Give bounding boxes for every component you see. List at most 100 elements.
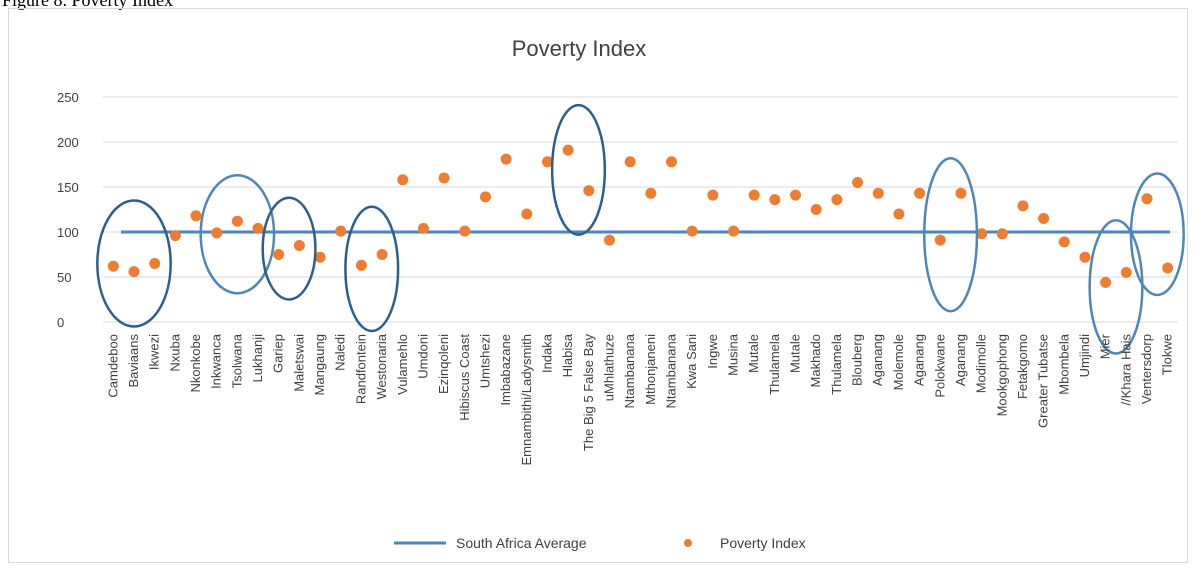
x-tick-label: Aganang bbox=[870, 334, 885, 386]
poverty-point bbox=[810, 204, 822, 215]
x-tick-label: Maletswai bbox=[291, 334, 306, 392]
poverty-point bbox=[686, 225, 698, 237]
y-tick-label: 200 bbox=[57, 135, 79, 150]
poverty-point bbox=[169, 230, 181, 242]
poverty-point bbox=[211, 227, 223, 239]
x-tick-label: Fetakgomo bbox=[1015, 334, 1030, 399]
poverty-point bbox=[231, 215, 243, 227]
chart-title: Poverty Index bbox=[512, 36, 647, 61]
x-tick-label: Ingwe bbox=[705, 334, 720, 369]
x-tick-label: Greater Tubatse bbox=[1036, 334, 1051, 428]
highlight-ellipse bbox=[199, 174, 276, 295]
x-tick-label: Umdoni bbox=[415, 334, 430, 379]
x-tick-label: Westonaria bbox=[374, 333, 389, 399]
x-tick-label: Thulamela bbox=[767, 333, 782, 394]
x-tick-label: Naledi bbox=[333, 334, 348, 371]
poverty-point bbox=[831, 194, 843, 206]
x-tick-label: Tlokwe bbox=[1160, 334, 1175, 375]
poverty-point bbox=[190, 210, 202, 222]
y-tick-label: 250 bbox=[57, 90, 79, 105]
poverty-point bbox=[417, 222, 429, 234]
poverty-point bbox=[397, 174, 409, 186]
poverty-point bbox=[728, 225, 740, 237]
highlight-ellipse bbox=[1129, 172, 1185, 297]
poverty-point bbox=[707, 189, 719, 201]
x-tick-label: Imbabazane bbox=[498, 334, 513, 406]
y-tick-label: 150 bbox=[57, 180, 79, 195]
poverty-point bbox=[996, 228, 1008, 240]
x-tick-label: Mier bbox=[1098, 333, 1113, 359]
poverty-point bbox=[314, 251, 326, 263]
x-tick-label: Gariep bbox=[271, 334, 286, 373]
x-tick-label: Blouberg bbox=[850, 334, 865, 386]
poverty-point bbox=[1141, 193, 1153, 205]
x-tick-label: Umtshezi bbox=[477, 334, 492, 388]
highlight-ellipses-layer bbox=[96, 103, 1185, 355]
legend: South Africa Average Poverty Index bbox=[394, 535, 806, 551]
x-tick-label: Aganang bbox=[912, 334, 927, 386]
poverty-point bbox=[273, 249, 285, 260]
poverty-point bbox=[521, 208, 533, 220]
x-tick-label: Mookgophong bbox=[994, 334, 1009, 416]
highlight-ellipse bbox=[344, 205, 400, 333]
x-tick-label: The Big 5 False Bay bbox=[581, 334, 596, 452]
x-tick-label: Makhado bbox=[808, 334, 823, 387]
poverty-point bbox=[252, 222, 264, 234]
y-axis-ticks: 0 50 100 150 200 250 bbox=[57, 90, 79, 330]
poverty-point bbox=[748, 189, 760, 201]
poverty-point bbox=[976, 228, 988, 240]
x-tick-label: Lukhanji bbox=[250, 334, 265, 383]
x-tick-label: Ntambanana bbox=[622, 333, 637, 408]
chart-frame bbox=[8, 8, 1188, 563]
y-tick-label: 0 bbox=[57, 315, 64, 330]
y-tick-label: 100 bbox=[57, 225, 79, 240]
x-tick-label: Nxuba bbox=[167, 333, 182, 371]
highlight-ellipse bbox=[261, 196, 317, 301]
x-tick-label: uMhlathuze bbox=[601, 334, 616, 401]
poverty-point bbox=[438, 172, 450, 184]
x-tick-label: Mutale bbox=[788, 334, 803, 373]
x-tick-label: Indaka bbox=[539, 333, 554, 373]
poverty-point bbox=[1120, 267, 1132, 278]
x-tick-label: Mthonjaneni bbox=[643, 334, 658, 405]
poverty-point bbox=[562, 144, 574, 156]
poverty-point bbox=[1058, 236, 1070, 248]
x-tick-label: Emnambithi/Ladysmith bbox=[519, 334, 534, 466]
highlight-ellipse bbox=[96, 199, 172, 328]
x-tick-label: Mbombela bbox=[1056, 333, 1071, 394]
highlight-ellipse bbox=[550, 103, 607, 236]
x-tick-label: Randfontein bbox=[353, 334, 368, 404]
poverty-point bbox=[769, 194, 781, 206]
legend-label-average: South Africa Average bbox=[456, 535, 587, 551]
x-tick-label: Polokwane bbox=[932, 334, 947, 398]
poverty-point bbox=[500, 153, 512, 165]
legend-dot-swatch bbox=[684, 539, 692, 547]
x-tick-label: Hibiscus Coast bbox=[457, 334, 472, 421]
x-tick-label: Camdeboo bbox=[105, 334, 120, 398]
highlight-ellipse bbox=[1088, 219, 1144, 355]
legend-label-poverty: Poverty Index bbox=[720, 535, 806, 551]
x-tick-label: Molemole bbox=[891, 334, 906, 390]
figure-caption: Figure 8. Poverty Index bbox=[2, 0, 173, 10]
x-tick-label: Ezinqoleni bbox=[436, 334, 451, 394]
poverty-point bbox=[479, 191, 491, 203]
x-tick-label: Aganang bbox=[953, 334, 968, 386]
poverty-point bbox=[934, 234, 946, 246]
poverty-point bbox=[666, 156, 678, 168]
x-tick-label: Modimolle bbox=[974, 334, 989, 393]
x-tick-label: //Khara Hais bbox=[1118, 334, 1133, 406]
poverty-point bbox=[128, 266, 140, 278]
poverty-point bbox=[583, 185, 595, 197]
poverty-point bbox=[1079, 251, 1091, 263]
poverty-point bbox=[893, 208, 905, 220]
x-tick-label: Kwa Sani bbox=[684, 334, 699, 389]
poverty-point bbox=[790, 189, 802, 201]
poverty-point bbox=[1100, 276, 1112, 288]
x-axis-labels: Camdeboo Baviaans Ikwezi Nxuba Nkonkobe Inkwa… bbox=[105, 333, 1174, 465]
poverty-point bbox=[293, 240, 305, 251]
poverty-point bbox=[624, 156, 636, 168]
x-tick-label: Tsolwana bbox=[229, 333, 244, 388]
poverty-point bbox=[1038, 213, 1050, 224]
poverty-point bbox=[872, 187, 884, 199]
poverty-point bbox=[1162, 262, 1174, 274]
